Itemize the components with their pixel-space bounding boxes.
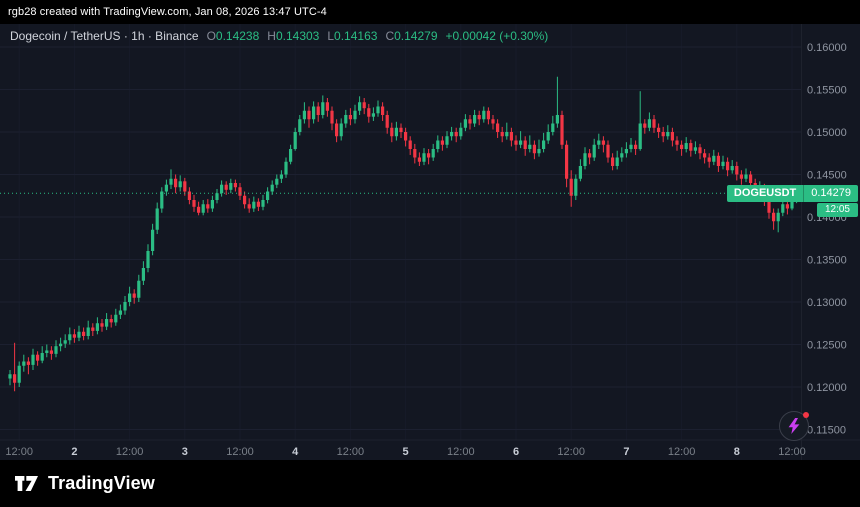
symbol-title[interactable]: Dogecoin / TetherUS · 1h · Binance xyxy=(10,29,199,43)
svg-text:12:00: 12:00 xyxy=(116,446,144,458)
ohlc-low: L0.14163 xyxy=(327,29,378,43)
svg-text:7: 7 xyxy=(623,446,629,458)
chart-legend: Dogecoin / TetherUS · 1h · Binance O0.14… xyxy=(10,29,548,43)
ohlc-open: O0.14238 xyxy=(206,29,260,43)
svg-text:0.13000: 0.13000 xyxy=(807,297,847,309)
chart-panel[interactable]: 0.16000 0.15500 0.15000 0.14500 0.14000 0.135… xyxy=(0,24,860,460)
candlestick-chart[interactable]: 0.160000.155000.150000.145000.140000.135… xyxy=(0,24,860,460)
svg-text:5: 5 xyxy=(403,446,409,458)
flash-boost-button[interactable] xyxy=(779,411,809,441)
svg-text:0.12000: 0.12000 xyxy=(807,382,847,394)
svg-text:0.13500: 0.13500 xyxy=(807,255,847,267)
badge-price: 0.14279 xyxy=(803,185,858,203)
lightning-icon xyxy=(788,418,800,434)
svg-text:0.15000: 0.15000 xyxy=(807,127,847,139)
price-scale[interactable]: 0.160000.155000.150000.145000.140000.135… xyxy=(807,42,847,437)
svg-text:12:00: 12:00 xyxy=(5,446,33,458)
svg-text:12:00: 12:00 xyxy=(337,446,365,458)
svg-text:12:00: 12:00 xyxy=(557,446,585,458)
notification-dot xyxy=(803,412,809,418)
last-price-row: DOGEUSDT 0.14279 xyxy=(726,185,858,203)
attribution-bar: rgb28 created with TradingView.com, Jan … xyxy=(0,0,860,24)
last-price-badge: DOGEUSDT 0.14279 12:05 xyxy=(726,185,858,218)
svg-text:6: 6 xyxy=(513,446,519,458)
svg-text:12:00: 12:00 xyxy=(447,446,475,458)
svg-text:0.12500: 0.12500 xyxy=(807,340,847,352)
svg-text:2: 2 xyxy=(71,446,77,458)
tradingview-logo-icon[interactable] xyxy=(14,474,39,493)
ohlc-close: C0.14279 xyxy=(385,29,438,43)
svg-text:0.14500: 0.14500 xyxy=(807,170,847,182)
price-change: +0.00042 (+0.30%) xyxy=(445,29,549,43)
brand-text[interactable]: TradingView xyxy=(48,473,155,493)
svg-text:0.11500: 0.11500 xyxy=(807,425,846,437)
svg-text:0.15500: 0.15500 xyxy=(807,85,847,97)
footer-bar: TradingView xyxy=(0,460,860,507)
bar-countdown: 12:05 xyxy=(816,203,858,218)
badge-symbol: DOGEUSDT xyxy=(733,187,797,200)
ohlc-high: H0.14303 xyxy=(267,29,320,43)
time-scale[interactable]: 12:00 2 12:00 3 12:00 4 12:00 5 12:00 6 12:00 7 12:0… xyxy=(5,446,805,458)
svg-text:12:00: 12:00 xyxy=(226,446,254,458)
attribution-text: rgb28 created with TradingView.com, Jan … xyxy=(8,6,327,18)
svg-text:12:00: 12:00 xyxy=(778,446,806,458)
svg-text:4: 4 xyxy=(292,446,299,458)
svg-text:0.16000: 0.16000 xyxy=(807,42,847,54)
svg-text:3: 3 xyxy=(182,446,188,458)
svg-text:12:00: 12:00 xyxy=(668,446,696,458)
grid-lines xyxy=(0,24,802,440)
svg-text:8: 8 xyxy=(734,446,740,458)
